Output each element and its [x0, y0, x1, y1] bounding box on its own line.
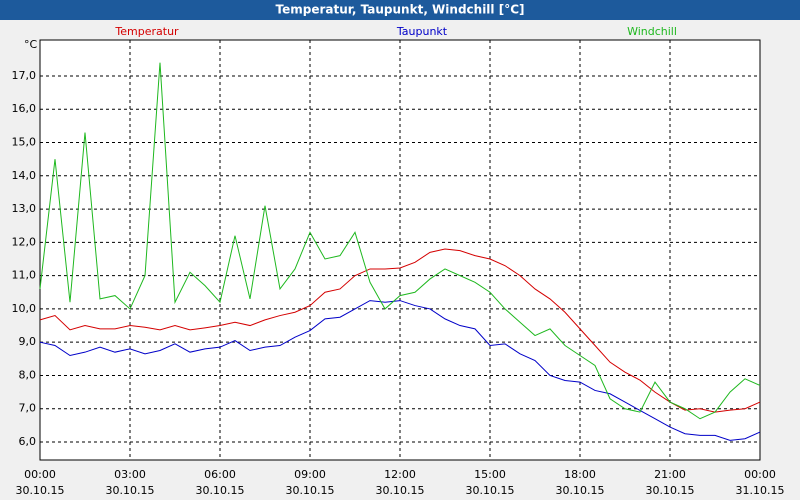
y-tick-label: 15,0: [12, 136, 37, 149]
y-tick-label: 11,0: [12, 269, 37, 282]
y-unit: °C: [24, 38, 38, 51]
x-tick-label-line: 30.10.15: [466, 484, 515, 497]
y-tick-label: 9,0: [19, 335, 37, 348]
x-tick-label-line: 30.10.15: [196, 484, 245, 497]
y-tick-label: 13,0: [12, 202, 37, 215]
series-line: [39, 300, 761, 441]
legend-label: Taupunkt: [396, 25, 448, 38]
x-tick-label-line: 00:00: [744, 468, 776, 481]
x-tick-label-line: 30.10.15: [16, 484, 65, 497]
x-tick-label-line: 30.10.15: [286, 484, 335, 497]
x-tick-label-line: 30.10.15: [556, 484, 605, 497]
legend-label: Windchill: [627, 25, 677, 38]
x-tick-label-line: 30.10.15: [376, 484, 425, 497]
x-tick-label: 09:00 30.10.15: [286, 468, 335, 497]
x-tick-label-line: 12:00: [384, 468, 416, 481]
x-tick-label-line: 03:00: [114, 468, 146, 481]
x-tick-label: 06:00 30.10.15: [196, 468, 245, 497]
x-tick-label: 03:00 30.10.15: [106, 468, 155, 497]
x-tick-label-line: 30.10.15: [106, 484, 155, 497]
y-tick-label: 10,0: [12, 302, 37, 315]
chart-title: Temperatur, Taupunkt, Windchill [°C]: [276, 3, 525, 17]
y-tick-label: 12,0: [12, 235, 37, 248]
x-tick-label-line: 15:00: [474, 468, 506, 481]
x-tick-label-line: 09:00: [294, 468, 326, 481]
x-tick-label: 12:00 30.10.15: [376, 468, 425, 497]
x-tick-label: 00:00 31.10.15: [736, 468, 785, 497]
y-tick-label: 14,0: [12, 169, 37, 182]
series-line: [39, 248, 761, 413]
y-tick-label: 16,0: [12, 102, 37, 115]
x-tick-label-line: 06:00: [204, 468, 236, 481]
title-bar: [0, 0, 800, 20]
y-tick-label: 7,0: [19, 402, 37, 415]
x-tick-label-line: 00:00: [24, 468, 56, 481]
y-tick-label: 8,0: [19, 368, 37, 381]
y-tick-label: 17,0: [12, 69, 37, 82]
x-tick-label: 00:00 30.10.15: [16, 468, 65, 497]
x-tick-label-line: 21:00: [654, 468, 686, 481]
x-tick-label-line: 31.10.15: [736, 484, 785, 497]
x-tick-label-line: 30.10.15: [646, 484, 695, 497]
x-tick-label-line: 18:00: [564, 468, 596, 481]
legend-label: Temperatur: [114, 25, 179, 38]
y-tick-label: 6,0: [19, 435, 37, 448]
x-tick-label: 21:00 30.10.15: [646, 468, 695, 497]
x-tick-label: 18:00 30.10.15: [556, 468, 605, 497]
x-tick-label: 15:00 30.10.15: [466, 468, 515, 497]
series-line: [39, 62, 761, 420]
